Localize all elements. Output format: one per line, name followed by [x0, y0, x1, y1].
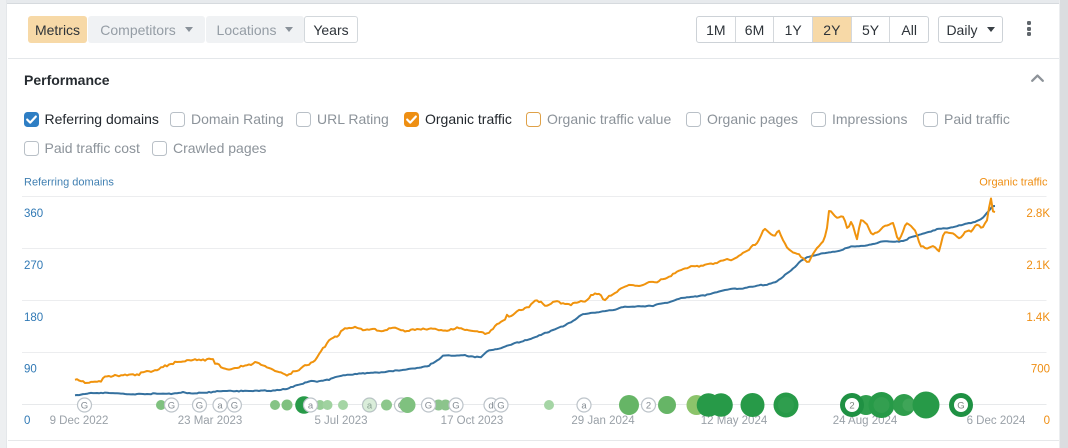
svg-text:700: 700 — [1031, 364, 1050, 376]
svg-text:d: d — [488, 400, 493, 411]
svg-text:90: 90 — [24, 364, 37, 376]
svg-text:G: G — [196, 400, 203, 411]
svg-text:0: 0 — [1044, 415, 1050, 427]
svg-text:12 May 2024: 12 May 2024 — [701, 415, 768, 427]
svg-text:270: 270 — [24, 260, 43, 272]
svg-text:2.8K: 2.8K — [1026, 208, 1050, 220]
svg-text:a: a — [367, 400, 373, 411]
svg-text:23 Mar 2023: 23 Mar 2023 — [178, 415, 243, 427]
svg-text:a: a — [308, 400, 314, 411]
svg-text:0: 0 — [24, 415, 30, 427]
svg-text:a: a — [217, 400, 223, 411]
svg-text:2: 2 — [849, 400, 854, 411]
svg-text:1.4K: 1.4K — [1026, 312, 1050, 324]
svg-text:2: 2 — [646, 400, 651, 411]
svg-text:6 Dec 2024: 6 Dec 2024 — [967, 415, 1026, 427]
svg-text:29 Jan 2024: 29 Jan 2024 — [571, 415, 635, 427]
svg-text:G: G — [168, 400, 175, 411]
svg-text:G: G — [231, 400, 238, 411]
svg-text:2.1K: 2.1K — [1026, 260, 1050, 272]
svg-text:180: 180 — [24, 312, 43, 324]
svg-text:G: G — [425, 400, 432, 411]
svg-text:360: 360 — [24, 208, 43, 220]
svg-text:9 Dec 2022: 9 Dec 2022 — [50, 415, 109, 427]
svg-text:24 Aug 2024: 24 Aug 2024 — [833, 415, 898, 427]
svg-text:G: G — [497, 400, 504, 411]
svg-text:a: a — [581, 400, 587, 411]
svg-text:G: G — [81, 400, 88, 411]
svg-text:5 Jul 2023: 5 Jul 2023 — [314, 415, 367, 427]
svg-text:Organic traffic: Organic traffic — [979, 177, 1048, 189]
svg-text:17 Oct 2023: 17 Oct 2023 — [441, 415, 504, 427]
svg-text:G: G — [957, 400, 964, 411]
svg-text:G: G — [452, 400, 459, 411]
svg-text:Referring domains: Referring domains — [24, 177, 114, 189]
